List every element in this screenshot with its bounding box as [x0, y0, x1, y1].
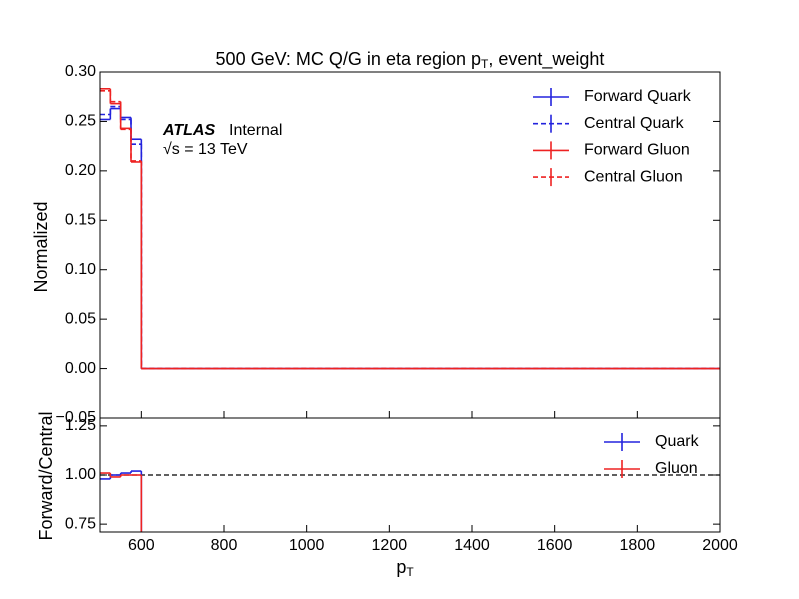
title-sub: T — [481, 57, 489, 71]
x-tick-label: 1400 — [454, 537, 490, 554]
y-tick-label: 0.05 — [65, 310, 96, 327]
y-tick-label: 1.25 — [65, 417, 96, 434]
x-tick-label: 2000 — [702, 537, 738, 554]
y-tick-label: 0.25 — [65, 113, 96, 130]
legend-label: Forward Quark — [584, 88, 692, 105]
y-tick-label: 0.10 — [65, 261, 96, 278]
y-tick-label: 0.15 — [65, 212, 96, 229]
y-tick-label: 0.75 — [65, 515, 96, 532]
title-main: 500 GeV: MC Q/G in eta region p — [216, 49, 481, 69]
xlabel-main: p — [396, 557, 406, 577]
y-axis-label: Forward/Central — [36, 411, 56, 540]
x-tick-label: 800 — [211, 537, 238, 554]
x-tick-label: 1600 — [537, 537, 573, 554]
x-tick-label: 1200 — [372, 537, 408, 554]
y-tick-label: 1.00 — [65, 466, 96, 483]
legend-label: Central Gluon — [584, 168, 683, 185]
legend-label: Forward Gluon — [584, 142, 690, 159]
status-label: Internal — [229, 122, 282, 139]
atlas-label: ATLAS — [162, 122, 215, 139]
plot-frame — [99, 417, 721, 533]
xlabel-sub: T — [406, 565, 414, 579]
y-tick-label: 0.20 — [65, 162, 96, 179]
energy-label: √s = 13 TeV — [163, 141, 248, 158]
legend-label: Gluon — [655, 460, 698, 477]
y-axis-label: Normalized — [31, 201, 51, 292]
chart-title: 500 GeV: MC Q/G in eta region pT, event_… — [216, 49, 605, 71]
title-rest: , event_weight — [488, 49, 604, 70]
x-tick-label: 1800 — [620, 537, 656, 554]
x-axis-label: pT — [396, 557, 414, 579]
x-tick-label: 1000 — [289, 537, 325, 554]
x-tick-label: 600 — [128, 537, 155, 554]
y-tick-label: 0.00 — [65, 360, 96, 377]
legend-label: Quark — [655, 433, 700, 450]
y-tick-label: −0.05 — [56, 409, 97, 426]
y-tick-label: 0.30 — [65, 63, 96, 80]
legend-label: Central Quark — [584, 115, 685, 132]
